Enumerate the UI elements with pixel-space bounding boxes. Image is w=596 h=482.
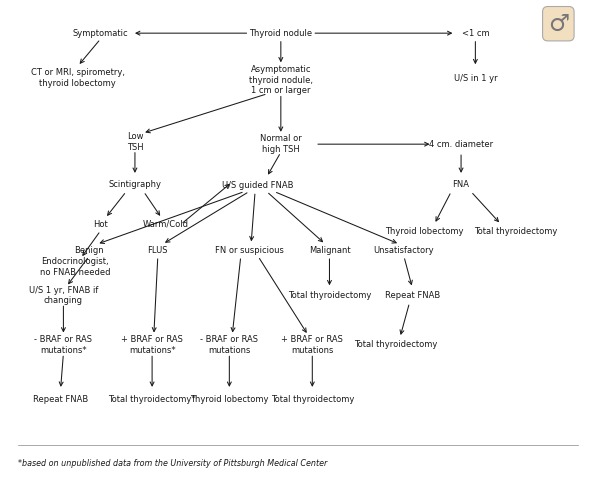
Text: *based on unpublished data from the University of Pittsburgh Medical Center: *based on unpublished data from the Univ… (18, 458, 327, 468)
Text: <1 cm: <1 cm (461, 28, 489, 38)
Text: Hot: Hot (93, 220, 108, 229)
Text: Thyroid nodule: Thyroid nodule (249, 28, 312, 38)
Text: 4 cm. diameter: 4 cm. diameter (429, 140, 493, 148)
Text: + BRAF or RAS
mutations: + BRAF or RAS mutations (281, 335, 343, 355)
Text: Endocrinologist,
no FNAB needed: Endocrinologist, no FNAB needed (39, 257, 110, 277)
Text: Asymptomatic
thyroid nodule,
1 cm or larger: Asymptomatic thyroid nodule, 1 cm or lar… (249, 66, 313, 95)
Text: Normal or
high TSH: Normal or high TSH (260, 134, 302, 154)
Text: Scintigraphy: Scintigraphy (108, 180, 162, 189)
Text: CT or MRI, spirometry,
thyroid lobectomy: CT or MRI, spirometry, thyroid lobectomy (31, 68, 125, 88)
Text: Repeat FNAB: Repeat FNAB (385, 291, 440, 300)
Text: FLUS: FLUS (148, 246, 168, 255)
Text: Malignant: Malignant (309, 246, 350, 255)
Text: Total thyroidectomy: Total thyroidectomy (271, 395, 354, 404)
Text: Thyroid lobectomy: Thyroid lobectomy (190, 395, 269, 404)
Text: FN or suspicious: FN or suspicious (215, 246, 284, 255)
Text: - BRAF or RAS
mutations*: - BRAF or RAS mutations* (35, 335, 92, 355)
Text: Symptomatic: Symptomatic (73, 28, 128, 38)
Text: U/S guided FNAB: U/S guided FNAB (222, 181, 294, 190)
Text: Unsatisfactory: Unsatisfactory (374, 246, 434, 255)
Text: Warm/Cold: Warm/Cold (142, 220, 188, 229)
Text: Thyroid lobectomy: Thyroid lobectomy (384, 227, 463, 236)
Text: FNA: FNA (452, 180, 470, 189)
Text: ♂: ♂ (548, 12, 569, 36)
Text: U/S in 1 yr: U/S in 1 yr (454, 74, 497, 82)
Text: Repeat FNAB: Repeat FNAB (33, 395, 88, 404)
Text: + BRAF or RAS
mutations*: + BRAF or RAS mutations* (121, 335, 183, 355)
Text: Total thyroidectomy: Total thyroidectomy (353, 340, 437, 349)
Text: Total thyroidectomy*: Total thyroidectomy* (108, 395, 196, 404)
Text: Total thyroidectomy: Total thyroidectomy (474, 227, 557, 236)
Text: Total thyroidectomy: Total thyroidectomy (288, 291, 371, 300)
Text: U/S 1 yr, FNAB if
changing: U/S 1 yr, FNAB if changing (29, 286, 98, 305)
Text: Low
TSH: Low TSH (126, 132, 143, 151)
Text: - BRAF or RAS
mutations: - BRAF or RAS mutations (200, 335, 258, 355)
Text: Benign: Benign (74, 246, 104, 255)
